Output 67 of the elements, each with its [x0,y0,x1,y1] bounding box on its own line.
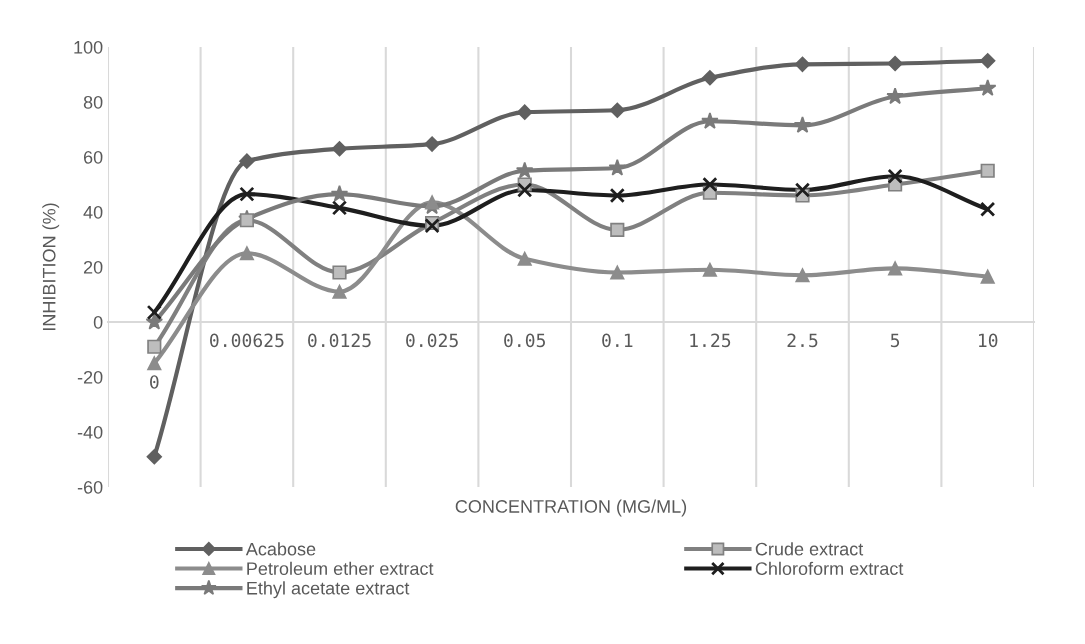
point [980,163,995,178]
point [795,268,810,283]
y-tick-label: -60 [77,480,103,494]
point [147,356,162,371]
point [517,251,532,266]
point [425,195,440,210]
point [702,70,718,86]
y-axis-title: INHIBITION (%) [42,203,60,331]
legend-label: Crude extract [755,542,864,556]
point [424,136,440,152]
y-tick-label: 80 [83,95,103,109]
point [239,246,254,261]
point [701,112,719,129]
point [886,87,904,105]
legend-label: Chloroform extract [755,561,904,576]
legend-label: Petroleum ether extract [247,561,434,576]
point [147,339,162,354]
x-tick-label: 5 [890,333,900,348]
x-tick-label: 10 [979,333,998,348]
point [794,182,811,198]
point [146,449,163,465]
point [610,222,625,237]
point [793,116,812,133]
point [515,161,534,179]
y-tick-label: -20 [77,370,103,384]
point [609,187,625,204]
x-tick-label: 0.0125 [308,333,371,348]
point [517,182,533,198]
point [980,201,996,217]
x-tick-label: 2.5 [787,333,818,348]
point [332,265,347,280]
x-tick-label: 0.00625 [210,333,284,348]
x-tick-label: 0.05 [504,333,545,348]
point [608,158,627,176]
point [979,53,996,69]
y-tick-label: 20 [83,260,103,274]
x-tick-label: 0.1 [602,333,633,348]
x-tick-label: 0.025 [406,333,458,348]
point [330,184,349,202]
point [702,176,718,193]
point [887,55,903,72]
y-tick-label: 60 [83,150,103,164]
y-tick-label: 40 [83,205,103,219]
point [145,312,164,330]
y-tick-label: 100 [74,40,103,54]
point [888,261,903,276]
point [331,141,348,157]
point [978,79,997,96]
point [702,262,717,277]
legend-label: Acabose [245,542,316,556]
point [146,304,162,321]
x-axis-title: CONCENTRATION (MG/ML) [455,499,687,517]
y-tick-label: 0 [93,315,103,329]
point [239,186,255,202]
point [332,284,347,299]
x-tick-label: 1.25 [690,333,731,348]
legend-label: Ethyl acetate extract [247,581,410,599]
point [516,104,533,120]
point [887,168,903,184]
point [609,102,626,118]
y-tick-label: -40 [77,425,103,439]
point [980,269,995,284]
point [239,153,255,169]
point [239,213,254,228]
point [794,56,811,73]
point [331,200,348,216]
point [610,265,625,280]
